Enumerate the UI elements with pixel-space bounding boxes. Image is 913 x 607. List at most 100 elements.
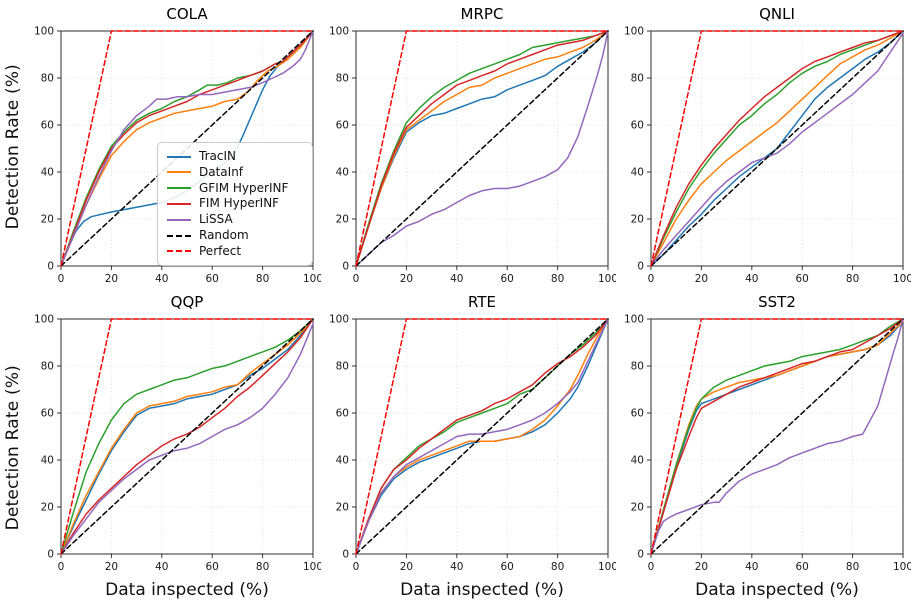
line-lissa (60, 30, 314, 267)
y-tick-label: 80 (41, 361, 54, 373)
legend-label: LiSSA (199, 212, 233, 227)
line-perfect (355, 30, 609, 267)
plot-area-cola: 0 20 40 60 80 100 0 20 40 60 80 100 TracIN DataInf GF… (26, 26, 323, 291)
y-tick-label: 0 (637, 261, 644, 273)
line-lissa (355, 318, 609, 555)
y-tick-label: 40 (41, 455, 54, 467)
x-tick-label: 100 (598, 561, 616, 573)
legend-line-sample-random (167, 234, 191, 237)
legend: TracIN DataInf GFIM HyperINF FIM HyperINF Li… (157, 142, 313, 266)
line-datainf (650, 30, 904, 267)
x-tick-label: 80 (846, 561, 859, 573)
line-datainf (650, 320, 904, 555)
y-tick-label: 20 (631, 214, 644, 226)
subplot-mrpc: MRPC 0 20 40 60 80 100 0 20 40 60 80 100 (321, 3, 618, 291)
x-tick-label: 40 (155, 273, 168, 285)
subplot-sst2: SST2 0 20 40 60 80 100 0 20 40 60 80 100 Data inspe… (616, 291, 913, 604)
x-tick-label: 40 (745, 273, 758, 285)
line-perfect (650, 318, 904, 555)
line-random (60, 318, 314, 555)
y-tick-label: 0 (342, 261, 349, 273)
y-tick-label: 20 (631, 502, 644, 514)
line-perfect (650, 30, 904, 267)
line-fim-hyperinf (60, 318, 314, 555)
subplot-title-qqp: QQP (170, 293, 204, 311)
y-tick-label: 100 (329, 26, 349, 38)
line-lissa (650, 318, 904, 555)
legend-line-sample-lissa (167, 218, 191, 221)
y-tick-label: 0 (47, 261, 54, 273)
x-tick-label: 80 (551, 561, 564, 573)
x-tick-label: 60 (206, 561, 219, 573)
x-tick-label: 60 (501, 273, 514, 285)
chart-canvas-qnli: 0 20 40 60 80 100 0 20 40 60 80 100 (624, 26, 913, 285)
y-axis-label-top-row: Detection Rate (%) (0, 3, 26, 291)
line-fim-hyperinf (650, 318, 904, 555)
y-tick-label: 100 (624, 314, 644, 326)
y-tick-label: 80 (336, 73, 349, 85)
line-fim-hyperinf (650, 30, 904, 267)
x-tick-label: 0 (58, 561, 65, 573)
line-tracin (355, 30, 609, 267)
y-tick-label: 20 (336, 502, 349, 514)
legend-label: Perfect (199, 243, 242, 258)
x-tick-label: 0 (353, 561, 360, 573)
y-tick-label: 60 (631, 408, 644, 420)
line-random (650, 318, 904, 555)
x-tick-label: 60 (796, 561, 809, 573)
legend-item-datainf: DataInf (167, 164, 303, 179)
line-random (355, 30, 609, 267)
subplot-title-rte: RTE (468, 293, 496, 311)
x-tick-label: 60 (796, 273, 809, 285)
y-axis-label-text: Detection Rate (%) (3, 364, 23, 531)
y-tick-label: 80 (41, 73, 54, 85)
y-tick-label: 20 (41, 502, 54, 514)
line-lissa (650, 32, 904, 267)
x-tick-label: 20 (400, 561, 413, 573)
legend-label: FIM HyperINF (199, 196, 280, 211)
figure-row-bottom: Detection Rate (%) QQP 0 20 40 60 80 100 0 20 40… (0, 291, 913, 604)
line-fim-hyperinf (355, 30, 609, 267)
x-tick-label: 0 (58, 273, 65, 285)
line-gfim-hyperinf (650, 318, 904, 555)
y-tick-label: 60 (336, 120, 349, 132)
line-gfim-hyperinf (355, 30, 609, 267)
chart-canvas-sst2: 0 20 40 60 80 100 0 20 40 60 80 100 (624, 314, 913, 573)
plot-area-rte: 0 20 40 60 80 100 0 20 40 60 80 100 (321, 314, 618, 579)
subplot-qnli: QNLI 0 20 40 60 80 100 0 20 40 60 80 100 (616, 3, 913, 291)
y-tick-label: 0 (47, 549, 54, 561)
x-tick-label: 100 (893, 561, 911, 573)
legend-item-random: Random (167, 229, 303, 242)
x-tick-label: 80 (551, 273, 564, 285)
y-tick-label: 40 (336, 167, 349, 179)
subplot-title-cola: COLA (166, 5, 208, 23)
y-tick-label: 40 (41, 167, 54, 179)
legend-label: DataInf (199, 164, 244, 179)
legend-label: Random (199, 228, 249, 243)
y-tick-label: 20 (41, 214, 54, 226)
plot-area-qnli: 0 20 40 60 80 100 0 20 40 60 80 100 (616, 26, 913, 291)
y-tick-label: 100 (329, 314, 349, 326)
line-gfim-hyperinf (60, 318, 314, 555)
y-tick-label: 40 (631, 167, 644, 179)
line-perfect (60, 30, 314, 267)
legend-label: TracIN (199, 149, 236, 163)
y-tick-label: 60 (41, 408, 54, 420)
x-tick-label: 80 (846, 273, 859, 285)
x-tick-label: 100 (303, 273, 321, 285)
x-tick-label: 80 (256, 273, 269, 285)
legend-item-fim-hyperinf: FIM HyperINF (167, 197, 303, 210)
legend-item-tracin: TracIN (167, 150, 303, 163)
y-tick-label: 80 (631, 73, 644, 85)
x-tick-label: 100 (893, 273, 911, 285)
x-axis-label-sst2: Data inspected (%) (695, 580, 859, 600)
line-lissa (60, 322, 314, 555)
x-tick-label: 40 (745, 561, 758, 573)
y-axis-label-bottom-row: Detection Rate (%) (0, 291, 26, 604)
y-axis-label-text: Detection Rate (%) (3, 64, 23, 230)
legend-label: GFIM HyperINF (199, 180, 289, 195)
x-tick-label: 60 (501, 561, 514, 573)
x-tick-label: 60 (206, 273, 219, 285)
figure-row-top: Detection Rate (%) COLA 0 20 40 60 80 100 0 20 4… (0, 3, 913, 291)
